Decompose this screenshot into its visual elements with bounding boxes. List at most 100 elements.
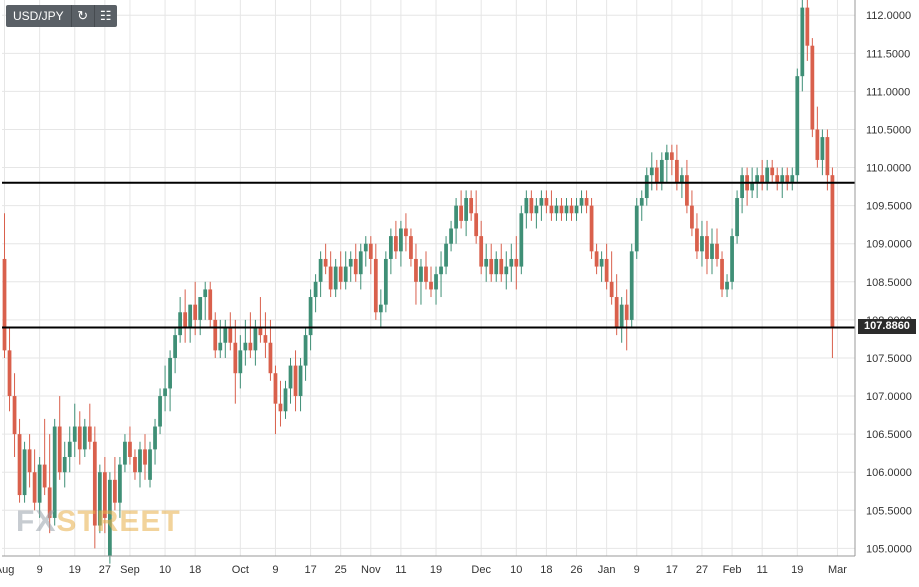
candle-body (128, 441, 132, 457)
candle-body (614, 297, 619, 328)
candle-body (253, 327, 258, 351)
candle-body (755, 175, 760, 183)
candle-body (464, 198, 469, 221)
x-tick-label: Aug (0, 564, 14, 576)
candle-body (92, 441, 97, 526)
x-tick-label: 27 (696, 564, 708, 576)
candle-body (283, 388, 288, 412)
candle-body (765, 167, 770, 183)
candle-body (534, 205, 539, 214)
candle-body (328, 266, 333, 290)
candle-body (183, 312, 188, 328)
candle-body (193, 304, 198, 320)
x-tick-label: 25 (335, 564, 347, 576)
x-tick-label: Feb (723, 564, 742, 576)
candle-body (138, 449, 142, 473)
candle-body (338, 266, 343, 282)
candle-body (634, 205, 639, 252)
y-tick-label: 107.5000 (866, 353, 912, 365)
horizontal-levels (2, 181, 855, 329)
candle-body (293, 365, 298, 397)
x-tick-label: Jan (598, 564, 616, 576)
symbol-label[interactable]: USD/JPY (13, 9, 64, 23)
candle-body (594, 251, 599, 267)
x-tick-label: 17 (304, 564, 316, 576)
candle-body (795, 76, 800, 176)
candle-body (263, 335, 268, 343)
y-tick-label: 111.0000 (866, 86, 910, 98)
y-tick-label: 107.0000 (866, 391, 912, 403)
candle-body (333, 266, 338, 290)
candle-body (343, 266, 348, 282)
candle-body (158, 396, 162, 427)
fxstreet-logo: FXSTREET (16, 505, 181, 539)
candle-body (82, 426, 87, 450)
candle-body (725, 281, 729, 290)
x-tick-label: 10 (159, 564, 171, 576)
candle-body (434, 274, 438, 290)
candle-body (644, 175, 649, 199)
candle-body (429, 281, 433, 290)
candle-body (233, 342, 238, 374)
candle-body (524, 198, 529, 214)
candle-body (383, 258, 388, 305)
candle-body (519, 213, 524, 267)
candle-body (303, 335, 308, 366)
candle-body (604, 258, 609, 282)
candle-body (770, 167, 775, 176)
candle-body (399, 228, 403, 252)
refresh-icon[interactable]: ↻ (70, 5, 94, 27)
candle-body (780, 175, 785, 183)
candle-body (760, 175, 765, 183)
candle-body (775, 175, 780, 183)
candle-body (654, 167, 659, 183)
candle-body (133, 456, 137, 473)
y-tick-label: 106.0000 (866, 467, 912, 479)
x-axis: Aug 9 19 27 Sep 10 18 Oct 9 17 25 Nov 11 19 Dec 10 18 26 J… (0, 555, 855, 576)
candle-body (695, 228, 699, 252)
candle-body (148, 449, 152, 480)
candle-body (579, 198, 584, 206)
candle-body (680, 175, 684, 183)
x-tick-label: Sep (120, 564, 140, 576)
candle-body (153, 426, 157, 450)
candle-body (629, 251, 634, 320)
candle-body (639, 198, 644, 206)
x-tick-label: 9 (272, 564, 278, 576)
candle-body (720, 258, 724, 290)
candle-body (559, 205, 564, 214)
candlestick-toggle-icon[interactable]: ☷ (93, 5, 117, 27)
candle-body (388, 236, 393, 259)
candle-body (469, 198, 474, 214)
candle-body (47, 487, 52, 518)
candle-body (690, 205, 694, 229)
y-tick-label: 109.0000 (866, 239, 912, 251)
candle-body (37, 464, 42, 503)
x-tick-label: Nov (361, 564, 381, 576)
candle-body (218, 342, 223, 351)
x-tick-label: 17 (666, 564, 678, 576)
candle-body (750, 182, 755, 191)
candle-body (549, 205, 554, 214)
candle-body (27, 449, 32, 473)
x-tick-label: Mar (828, 564, 847, 576)
candle-body (118, 464, 122, 503)
candle-body (439, 266, 443, 275)
candle-body (7, 350, 12, 397)
candle-body (529, 198, 534, 214)
candle-body (785, 175, 790, 183)
x-tick-label: Dec (471, 564, 491, 576)
candle-body (564, 205, 569, 214)
y-tick-label: 110.0000 (866, 163, 911, 175)
candle-body (599, 258, 604, 267)
candle-body (123, 441, 127, 465)
candle-body (619, 304, 624, 328)
candle-body (22, 449, 27, 496)
candle-body (273, 373, 278, 404)
candle-body (358, 251, 363, 275)
candle-body (700, 236, 704, 252)
candles (2, 0, 835, 564)
candle-body (208, 289, 213, 320)
